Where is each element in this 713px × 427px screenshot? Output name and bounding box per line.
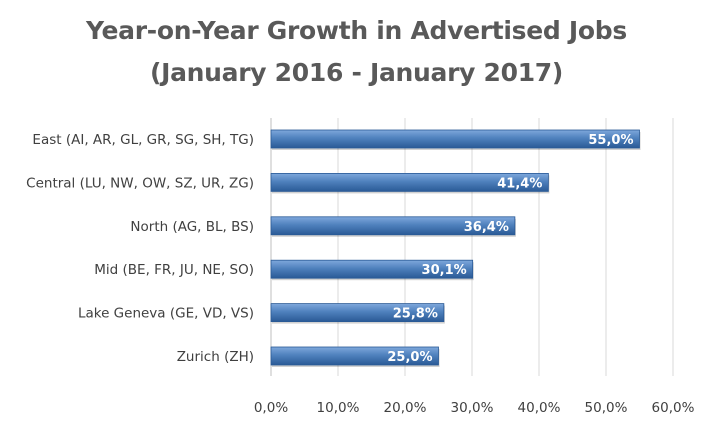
category-label: Lake Geneva (GE, VD, VS): [78, 306, 254, 322]
data-label: 55,0%: [588, 133, 633, 148]
y-axis-categories: East (AI, AR, GL, GR, SG, SH, TG) Central…: [26, 132, 254, 365]
gridlines: [337, 118, 674, 376]
data-label: 36,4%: [464, 220, 509, 235]
data-label: 25,8%: [393, 307, 438, 322]
x-tick-label: 10,0%: [317, 400, 360, 416]
category-label: East (AI, AR, GL, GR, SG, SH, TG): [32, 132, 254, 148]
data-labels: 55,0% 41,4% 36,4% 30,1% 25,8% 25,0%: [387, 133, 633, 365]
bar: [270, 303, 445, 323]
bar: [270, 172, 549, 192]
x-tick-label: 60,0%: [652, 400, 695, 416]
bar: [270, 216, 516, 236]
x-tick-label: 40,0%: [518, 400, 561, 416]
data-label: 30,1%: [422, 263, 467, 278]
x-tick-label: 30,0%: [451, 400, 494, 416]
category-label: Mid (BE, FR, JU, NE, SO): [94, 262, 254, 278]
data-label: 25,0%: [387, 350, 432, 365]
bar: [270, 129, 640, 149]
data-label: 41,4%: [497, 176, 542, 191]
category-label: North (AG, BL, BS): [130, 219, 254, 235]
category-label: Central (LU, NW, OW, SZ, UR, ZG): [26, 175, 254, 191]
x-axis: 0,0% 10,0% 20,0% 30,0% 40,0% 50,0% 60,0%: [254, 118, 695, 416]
chart-subtitle: (January 2016 - January 2017): [149, 58, 564, 87]
x-tick-label: 20,0%: [384, 400, 427, 416]
bar: [270, 259, 474, 279]
x-tick-label: 0,0%: [254, 400, 288, 416]
bar: [270, 346, 439, 366]
x-tick-label: 50,0%: [585, 400, 628, 416]
chart-title: Year-on-Year Growth in Advertised Jobs: [86, 16, 627, 45]
category-label: Zurich (ZH): [177, 349, 254, 365]
bars: [270, 129, 641, 367]
